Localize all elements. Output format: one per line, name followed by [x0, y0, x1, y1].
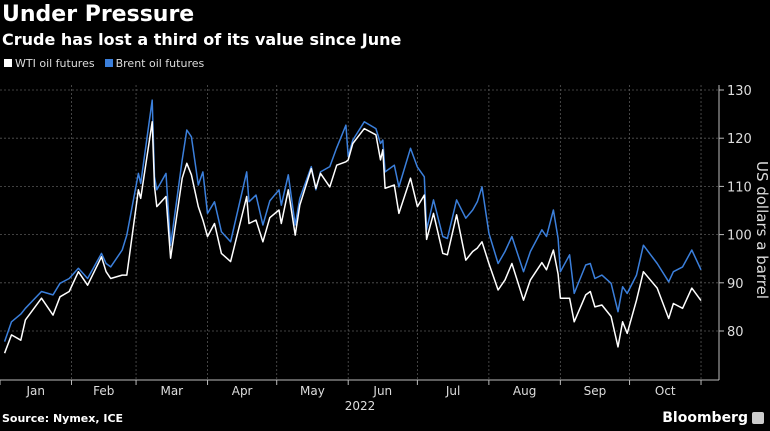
legend: WTI oil futures Brent oil futures [4, 57, 204, 70]
x-axis-year-label: 2022 [345, 399, 376, 413]
legend-item-wti: WTI oil futures [4, 57, 95, 70]
y-tick-label: 100 [727, 229, 752, 244]
legend-item-brent: Brent oil futures [104, 57, 205, 70]
legend-label-wti: WTI oil futures [15, 57, 95, 70]
legend-swatch-wti [4, 59, 12, 67]
grid [0, 85, 719, 380]
x-tick-label: Jul [445, 384, 460, 398]
y-axis-title: US dollars a barrel [753, 161, 770, 299]
y-tick-label: 110 [727, 180, 752, 195]
x-tick-label: Aug [513, 384, 536, 398]
y-tick-label: 80 [727, 325, 744, 340]
x-tick-label: May [300, 384, 325, 398]
chart-subtitle: Crude has lost a third of its value sinc… [2, 30, 402, 49]
y-tick-label: 120 [727, 132, 752, 147]
x-tick-label: Sep [584, 384, 607, 398]
legend-label-brent: Brent oil futures [115, 57, 205, 70]
y-tick-label: 130 [727, 84, 752, 99]
source-note: Source: Nymex, ICE [2, 412, 124, 425]
x-tick-label: Jun [372, 384, 392, 398]
x-tick-label: Apr [232, 384, 253, 398]
legend-swatch-brent [104, 59, 113, 67]
x-tick-label: Oct [655, 384, 676, 398]
x-tick-label: Jan [25, 384, 45, 398]
bloomberg-terminal-icon [752, 412, 764, 424]
chart-title: Under Pressure [2, 2, 195, 27]
brand-name: Bloomberg [662, 410, 748, 426]
series-line-brent [3, 99, 702, 342]
y-tick-label: 90 [727, 277, 744, 292]
x-tick-label: Mar [160, 384, 183, 398]
axes: 80 90 100 110 120 130 Jan Feb Mar Apr May Jun Jul Aug… [0, 84, 752, 398]
series-lines [3, 99, 702, 354]
series-line-wti [3, 121, 702, 354]
x-tick-label: Feb [93, 384, 114, 398]
bloomberg-logo: Bloomberg [662, 410, 764, 426]
